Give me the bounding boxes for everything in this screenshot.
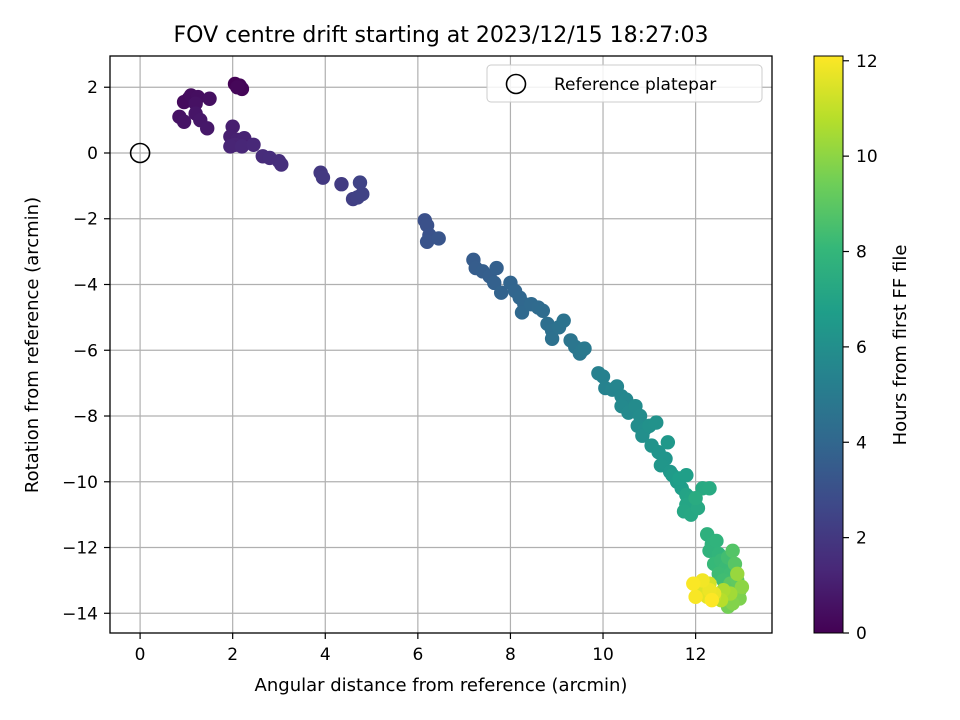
y-tick-label: −6 [73,341,98,361]
data-point [702,481,717,496]
data-point [246,137,261,152]
y-tick-label: 2 [87,78,98,98]
colorbar-tick-label: 8 [856,243,867,263]
data-point [431,231,446,246]
data-point [315,170,331,185]
x-tick-label: 10 [592,645,614,665]
reference-point-marker [129,142,151,164]
data-point [419,234,435,249]
colorbar-tick-label: 10 [856,147,878,167]
colorbar-ticks: 0 2 4 6 8 10 12 [843,52,878,644]
y-axis-ticks: 2 0 −2 −4 −6 −8 −10 −12 −14 [62,78,110,624]
data-point [355,186,370,202]
x-axis-label: Angular distance from reference (arcmin) [255,675,628,696]
colorbar: 0 2 4 6 8 10 12 Hours from first FF file [813,52,911,644]
y-tick-label: −12 [62,539,98,559]
legend: Reference platepar [486,64,763,103]
y-tick-label: −8 [73,407,98,427]
data-point [577,341,592,356]
data-point [334,177,349,192]
data-point [556,313,571,328]
colorbar-label: Hours from first FF file [890,245,911,446]
legend-box [486,64,763,103]
data-point [493,285,509,300]
plot-frame [109,55,773,634]
data-point [686,576,701,591]
y-axis-label: Rotation from reference (arcmin) [22,197,43,493]
colorbar-tick-label: 6 [856,338,867,358]
data-point [688,491,703,506]
x-tick-label: 6 [412,645,423,665]
x-axis-ticks: 0 2 4 6 8 10 12 [135,633,707,665]
colorbar-tick-label: 4 [856,433,867,453]
y-tick-label: −14 [62,604,98,624]
data-point [725,543,740,559]
data-point [595,369,611,384]
data-point [176,114,192,129]
chart-title: FOV centre drift starting at 2023/12/15 … [174,23,709,48]
data-point [688,589,703,605]
colorbar-tick-label: 12 [856,52,878,72]
data-point [734,579,750,595]
data-point [202,91,217,106]
data-point [649,415,664,430]
data-point [709,533,724,549]
y-tick-label: −10 [62,473,98,493]
y-tick-label: 0 [87,144,98,164]
colorbar-gradient [813,55,844,634]
data-point [544,331,560,346]
data-point [352,175,368,190]
data-point [514,305,530,320]
x-tick-label: 0 [135,645,146,665]
x-tick-label: 12 [685,645,707,665]
y-tick-label: −4 [73,275,98,295]
legend-marker-icon [505,73,527,95]
data-point [660,435,676,450]
data-point [704,592,720,608]
data-point [274,157,289,172]
data-point [535,303,551,319]
legend-entry-reference: Reference platepar [554,75,716,95]
x-tick-label: 2 [227,645,238,665]
data-point [679,467,694,483]
data-point [730,566,745,582]
scatter-points [172,76,750,614]
grid [110,56,772,633]
data-point [234,139,250,154]
data-point [200,121,215,136]
colorbar-tick-label: 0 [856,624,867,644]
colorbar-tick-label: 2 [856,529,867,549]
data-point [230,80,245,95]
x-tick-label: 4 [320,645,331,665]
y-tick-label: −2 [73,210,98,230]
x-tick-label: 8 [505,645,516,665]
data-point [188,96,203,111]
data-point [489,260,504,276]
data-point [223,139,238,154]
